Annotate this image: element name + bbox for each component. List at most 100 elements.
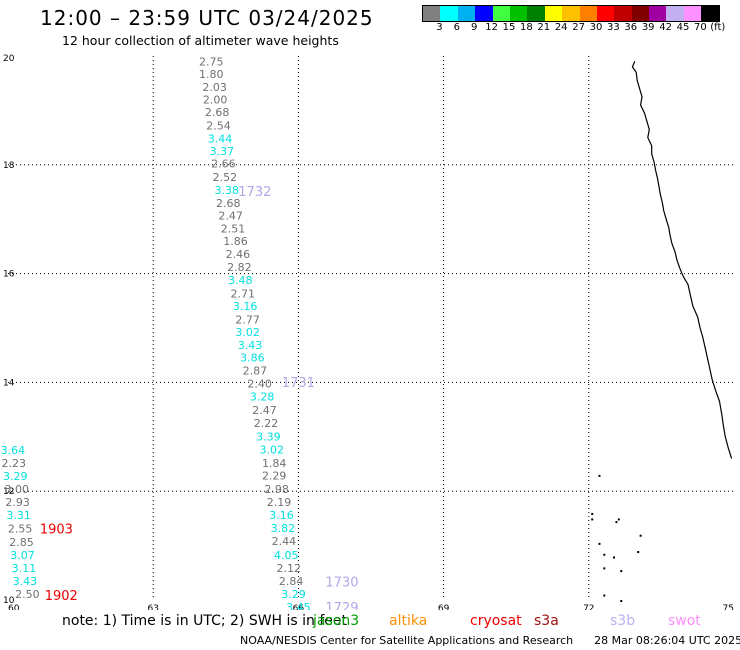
y-tick-label: 12 [3,487,14,497]
wave-height-value: 2.46 [226,248,251,261]
colorbar-label: 15 [502,22,516,33]
island-mark [637,551,640,554]
pass-time-label: 1729 [325,601,358,610]
wave-height-value: 2.93 [5,496,30,509]
island-mark [598,474,601,477]
wave-height-value: 3.43 [13,575,38,588]
wave-height-value: 3.11 [12,562,37,575]
wave-height-value: 3.07 [10,549,35,562]
wave-height-value: 2.68 [205,106,230,119]
colorbar-label: 33 [607,22,620,33]
y-tick-label: 16 [3,270,15,280]
colorbar-swatch [683,6,702,21]
colorbar-label: 39 [641,22,655,33]
island-mark [591,518,594,521]
wave-height-value: 2.98 [264,483,289,496]
coastline [591,61,733,602]
island-mark [639,534,642,537]
island-mark [598,542,601,545]
wave-height-value: 3.02 [235,326,260,339]
coastline-path [631,61,733,459]
colorbar-swatch [509,6,528,21]
wave-height-value: 3.43 [238,339,263,352]
colorbar-label: 36 [624,22,638,33]
wave-height-value: 3.37 [210,145,235,158]
y-tick-label: 10 [3,596,15,606]
wave-height-value: 2.47 [252,404,277,417]
wave-height-value: 2.00 [203,94,228,107]
satellite-legend-swot: swot [668,613,701,629]
wave-height-value: 3.16 [269,509,294,522]
wave-height-value: 3.86 [240,351,265,364]
wave-height-value: 2.22 [254,417,279,430]
wave-height-value: 3.82 [271,522,296,535]
colorbar-label: 24 [554,22,568,33]
wave-height-value: 3.64 [1,444,26,457]
colorbar-swatch [631,6,650,21]
credit-timestamp: 28 Mar 08:26:04 UTC 2025 [594,634,740,647]
colorbar-label: 18 [520,22,533,33]
wave-height-value: 1.84 [262,457,287,470]
island-mark [591,512,594,515]
wave-height-value: 3.28 [250,391,275,404]
island-mark [615,521,618,524]
colorbar-label: 12 [485,22,498,33]
page-title: 12:00 – 23:59 UTC 03/24/2025 [40,6,374,30]
pass-time-label: 1730 [325,576,358,591]
colorbar-swatch [457,6,476,21]
colorbar [422,5,720,22]
wave-height-value: 2.03 [202,81,227,94]
wave-height-value: 2.85 [9,536,34,549]
credit-source: NOAA/NESDIS Center for Satellite Applica… [240,634,574,647]
page-subtitle: 12 hour collection of altimeter wave hei… [62,33,339,48]
grid-lines [8,56,734,600]
colorbar-swatch [423,6,441,21]
axis-ticks: 60 63 66 69 72 75 10 12 14 16 18 20 [3,54,734,610]
island-mark [603,567,606,570]
y-tick-label: 14 [3,378,15,388]
colorbar-swatch [527,6,545,21]
wave-height-value: 2.75 [199,55,224,68]
island-mark [617,518,620,521]
y-tick-label: 20 [3,54,15,64]
colorbar-label: 27 [572,22,585,33]
x-tick-label: 75 [723,604,734,610]
observations: 2.751.802.032.002.682.543.443.372.662.52… [1,55,359,610]
colorbar-label: (ft) [710,22,726,33]
colorbar-swatch [544,6,563,21]
colorbar-labels: 3 6 9 12 15 18 21 24 27 30 33 36 39 42 45 70 (ft) [422,22,740,36]
wave-height-value: 2.71 [230,288,255,301]
wave-height-value: 3.48 [228,274,253,287]
x-tick-label: 66 [293,604,305,610]
wave-height-value: 2.12 [276,562,301,575]
satellite-legend-s3a: s3a [534,613,559,629]
colorbar-label: 6 [453,22,460,33]
pass-time-label: 1732 [238,185,271,200]
wave-height-value: 2.55 [8,523,33,536]
wave-height-value: 3.38 [215,184,240,197]
wave-height-value: 2.77 [235,313,260,326]
wave-height-value: 3.45 [286,601,311,610]
wave-height-value: 2.29 [262,469,287,482]
x-tick-label: 69 [438,604,450,610]
colorbar-swatch [579,6,597,21]
wave-height-value: 1.86 [223,235,248,248]
wave-height-value: 2.50 [15,588,40,601]
wave-height-value: 2.82 [227,261,252,274]
island-mark [603,594,606,597]
colorbar-label: 42 [659,22,672,33]
colorbar-swatch [596,6,615,21]
satellite-legend-s3b: s3b [610,613,636,629]
colorbar-swatch [701,6,719,21]
colorbar-swatch [666,6,684,21]
island-mark [613,556,615,559]
wave-height-value: 2.47 [218,209,243,222]
footer-note: note: 1) Time is in UTC; 2) SWH is in fe… [62,613,348,629]
credit: NOAA/NESDIS Center for Satellite Applica… [240,634,740,647]
colorbar-swatch [475,6,493,21]
x-tick-label: 63 [147,604,158,610]
wave-height-value: 2.84 [279,575,304,588]
island-mark [620,570,623,573]
wave-height-value: 4.05 [274,549,299,562]
pass-time-label: 1903 [40,523,73,538]
